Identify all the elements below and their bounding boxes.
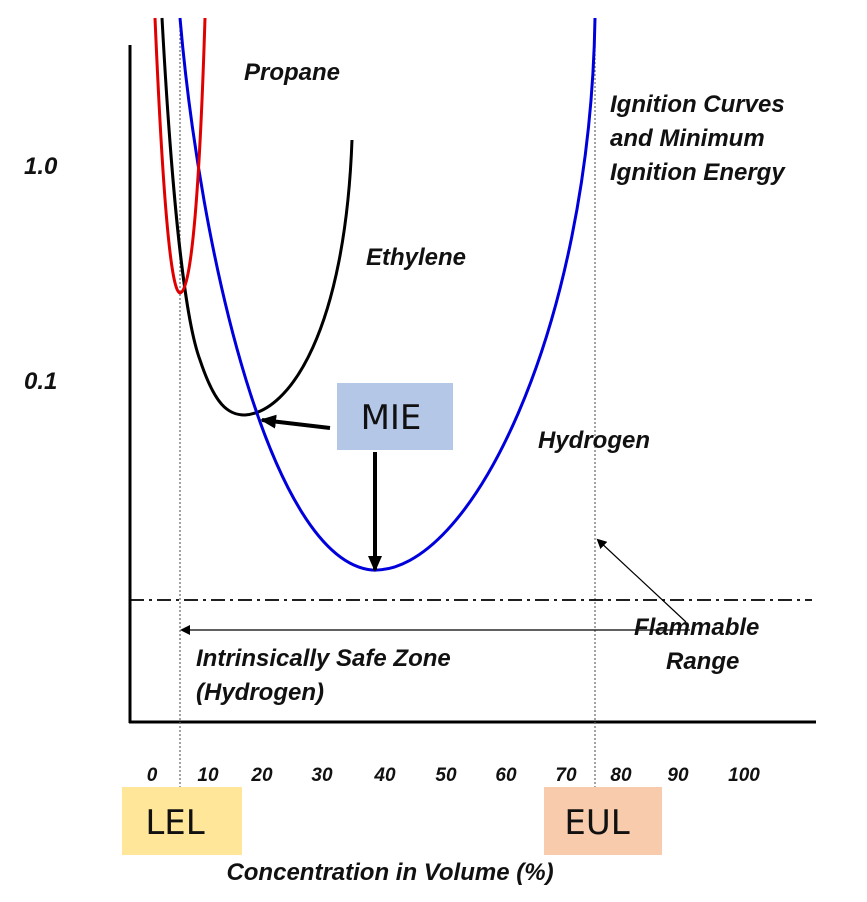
x-tick-label: 50 (435, 765, 457, 786)
x-tick-label: 70 (555, 765, 577, 786)
x-tick-label: 30 (311, 765, 333, 786)
range-label: Range (666, 648, 739, 675)
mie-label: MIE (361, 398, 422, 438)
x-tick-label: 10 (197, 765, 219, 786)
mie-box (337, 383, 453, 450)
eul-box (544, 787, 662, 855)
x-tick-label: 40 (373, 765, 396, 786)
ethylene-curve (160, 17, 354, 417)
hydrogen-curve (178, 17, 597, 572)
x-tick-label: 80 (610, 765, 632, 786)
y-label: 0.1 (24, 368, 57, 395)
range-label: Flammable (634, 614, 759, 641)
eul-label: EUL (564, 803, 629, 843)
y-label: 1.0 (24, 153, 58, 180)
safe-zone-label: (Hydrogen) (196, 679, 324, 706)
title: and Minimum (610, 125, 765, 152)
curve-label: Ethylene (366, 244, 466, 271)
x-tick-label: 20 (250, 765, 273, 786)
range-arrow (596, 538, 687, 623)
x-axis-title: Concentration in Volume (%) (226, 859, 553, 886)
x-tick-label: 100 (728, 765, 760, 786)
mie-arrow (260, 414, 331, 430)
curve-label: Hydrogen (538, 427, 650, 454)
curve-label: Propane (244, 59, 340, 86)
lel-box (122, 787, 242, 855)
lel-label: LEL (145, 803, 204, 843)
title: Ignition Energy (610, 159, 786, 186)
x-tick-labels: 0 10 20 30 40 50 60 70 80 90 100 (147, 765, 761, 786)
safe-zone-label: Intrinsically Safe Zone (196, 645, 451, 672)
x-tick-label: 90 (667, 765, 689, 786)
title: Ignition Curves (610, 91, 785, 118)
propane-curve (153, 17, 207, 295)
x-tick-label: 60 (495, 765, 517, 786)
x-tick-label: 0 (147, 765, 158, 786)
